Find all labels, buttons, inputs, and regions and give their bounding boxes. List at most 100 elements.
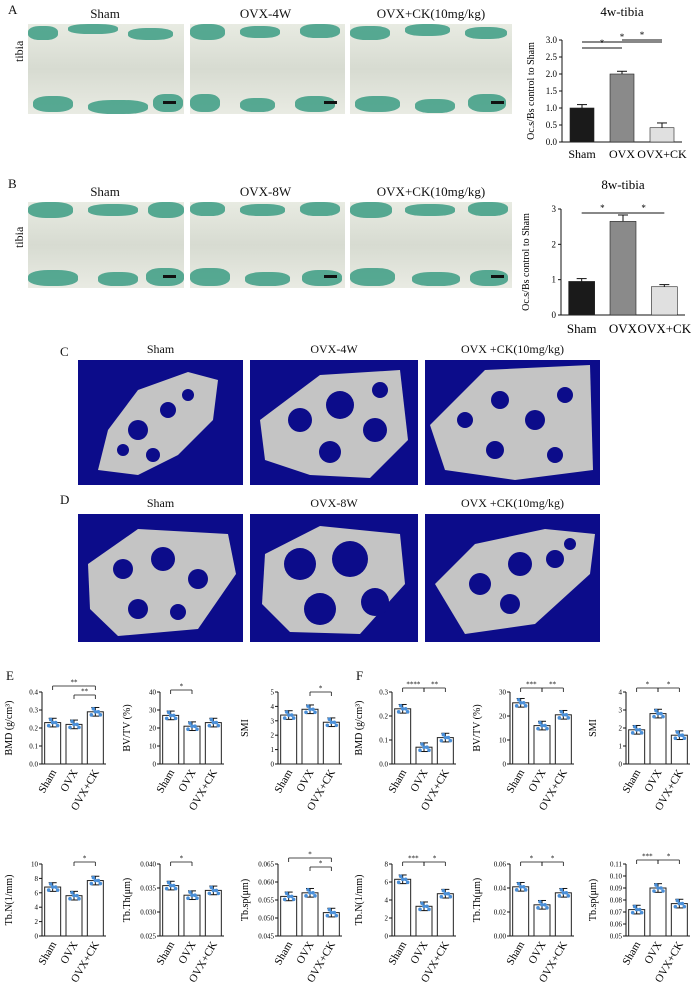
data-point bbox=[286, 713, 291, 717]
data-point bbox=[536, 906, 540, 910]
data-point bbox=[420, 742, 424, 746]
data-point bbox=[311, 707, 315, 712]
x-tick-label: OVX bbox=[642, 939, 664, 966]
data-point bbox=[516, 697, 521, 702]
ct-title-sham-d: Sham bbox=[146, 496, 175, 510]
ct-title-ovx4w-c: OVX-4W bbox=[310, 342, 358, 356]
data-point bbox=[538, 899, 542, 904]
y-tick-label: 3 bbox=[552, 204, 557, 214]
y-tick-label: 0.2 bbox=[29, 725, 38, 733]
data-point bbox=[557, 716, 562, 720]
data-point bbox=[652, 714, 656, 719]
bar-ovx bbox=[609, 73, 635, 143]
microct-image-ovx8w-d bbox=[250, 514, 418, 642]
y-tick-label: 0.10 bbox=[610, 873, 623, 881]
panel-label-a: A bbox=[8, 2, 18, 17]
y-axis-label: Tb.N(1/mm) bbox=[354, 875, 365, 926]
y-tick-label: 4 bbox=[35, 904, 39, 912]
data-point bbox=[284, 710, 289, 714]
y-tick-label: 0.0 bbox=[546, 137, 558, 147]
data-point bbox=[441, 888, 446, 893]
chart-title: 4w-tibia bbox=[600, 4, 644, 19]
data-point bbox=[55, 723, 60, 728]
data-point bbox=[659, 711, 663, 716]
y-tick-label: 2 bbox=[552, 239, 557, 249]
y-tick-label: 1 bbox=[619, 743, 623, 751]
bar-ovx-ck bbox=[204, 889, 222, 937]
data-point bbox=[164, 716, 169, 721]
microct-image-ovx4w-c bbox=[250, 360, 418, 485]
y-tick-label: 0.025 bbox=[140, 933, 156, 941]
ct-title-ovxck-d: OVX +CK(10mg/kg) bbox=[460, 496, 565, 510]
y-axis-label: Tb.Th(μm) bbox=[122, 878, 133, 923]
y-tick-label: 0.04 bbox=[494, 885, 507, 893]
data-point bbox=[91, 875, 96, 880]
y-tick-label: 2.0 bbox=[546, 69, 558, 79]
data-point bbox=[291, 716, 296, 720]
data-point bbox=[329, 910, 334, 915]
bar-ovx-ck bbox=[86, 711, 104, 765]
data-point bbox=[50, 885, 55, 889]
data-point bbox=[566, 894, 571, 898]
y-tick-label: 0.07 bbox=[610, 909, 623, 917]
data-point bbox=[403, 877, 408, 882]
data-point bbox=[680, 901, 685, 906]
bar-sham bbox=[512, 886, 530, 937]
significance-mark: ** bbox=[81, 688, 89, 696]
y-tick-label: 6 bbox=[385, 879, 389, 887]
microct-image-sham-c bbox=[78, 360, 243, 485]
y-tick-label: 0.06 bbox=[494, 861, 507, 869]
significance-mark: *** bbox=[526, 681, 537, 689]
data-point bbox=[400, 877, 405, 882]
data-point bbox=[77, 896, 81, 901]
bar-ovx-ck bbox=[554, 892, 572, 937]
data-point bbox=[306, 887, 310, 892]
bar-ovx bbox=[183, 894, 201, 937]
data-point bbox=[634, 907, 639, 912]
y-tick-label: 2.5 bbox=[546, 52, 558, 62]
bar-sham bbox=[568, 281, 595, 316]
bar-ovx-ck bbox=[436, 893, 454, 937]
data-point bbox=[448, 894, 453, 899]
significance-mark: * bbox=[551, 855, 555, 863]
data-point bbox=[96, 710, 101, 714]
data-point bbox=[521, 701, 526, 705]
significance-mark: * bbox=[667, 853, 671, 861]
data-point bbox=[284, 891, 289, 896]
bar-ovx bbox=[649, 887, 667, 937]
chart-title: 8w-tibia bbox=[601, 177, 645, 192]
x-tick-label: OVX bbox=[642, 767, 664, 794]
significance-mark: * bbox=[433, 855, 437, 863]
y-tick-label: 30 bbox=[149, 707, 157, 715]
data-point bbox=[654, 883, 658, 887]
data-point bbox=[427, 907, 431, 912]
bar-ovx-ck bbox=[86, 880, 104, 937]
data-point bbox=[400, 707, 405, 711]
y-tick-label: 0.055 bbox=[258, 897, 274, 905]
data-point bbox=[682, 904, 687, 909]
x-tick-label: OVX bbox=[609, 321, 638, 336]
y-axis-label: Tb.Th(μm) bbox=[472, 878, 483, 923]
x-tick-label: Sham bbox=[154, 767, 177, 795]
bar-ovx bbox=[183, 725, 201, 765]
data-point bbox=[195, 896, 199, 901]
data-point bbox=[332, 720, 337, 725]
data-point bbox=[675, 898, 680, 903]
data-point bbox=[98, 713, 103, 717]
data-point bbox=[77, 725, 81, 730]
bar-sham bbox=[44, 886, 62, 937]
y-tick-label: 0 bbox=[503, 761, 507, 769]
bar-sham bbox=[280, 895, 298, 937]
data-point bbox=[398, 703, 403, 708]
data-point bbox=[439, 738, 444, 743]
data-point bbox=[559, 887, 564, 892]
y-tick-label: 4 bbox=[271, 703, 275, 711]
data-point bbox=[523, 888, 528, 892]
bar-ovx bbox=[533, 725, 551, 765]
y-axis-label: BV/TV (%) bbox=[122, 704, 133, 751]
data-point bbox=[675, 730, 680, 734]
x-tick-label: OVX bbox=[58, 939, 80, 966]
y-tick-label: 1.0 bbox=[546, 103, 558, 113]
data-point bbox=[55, 888, 60, 892]
data-point bbox=[652, 889, 656, 893]
